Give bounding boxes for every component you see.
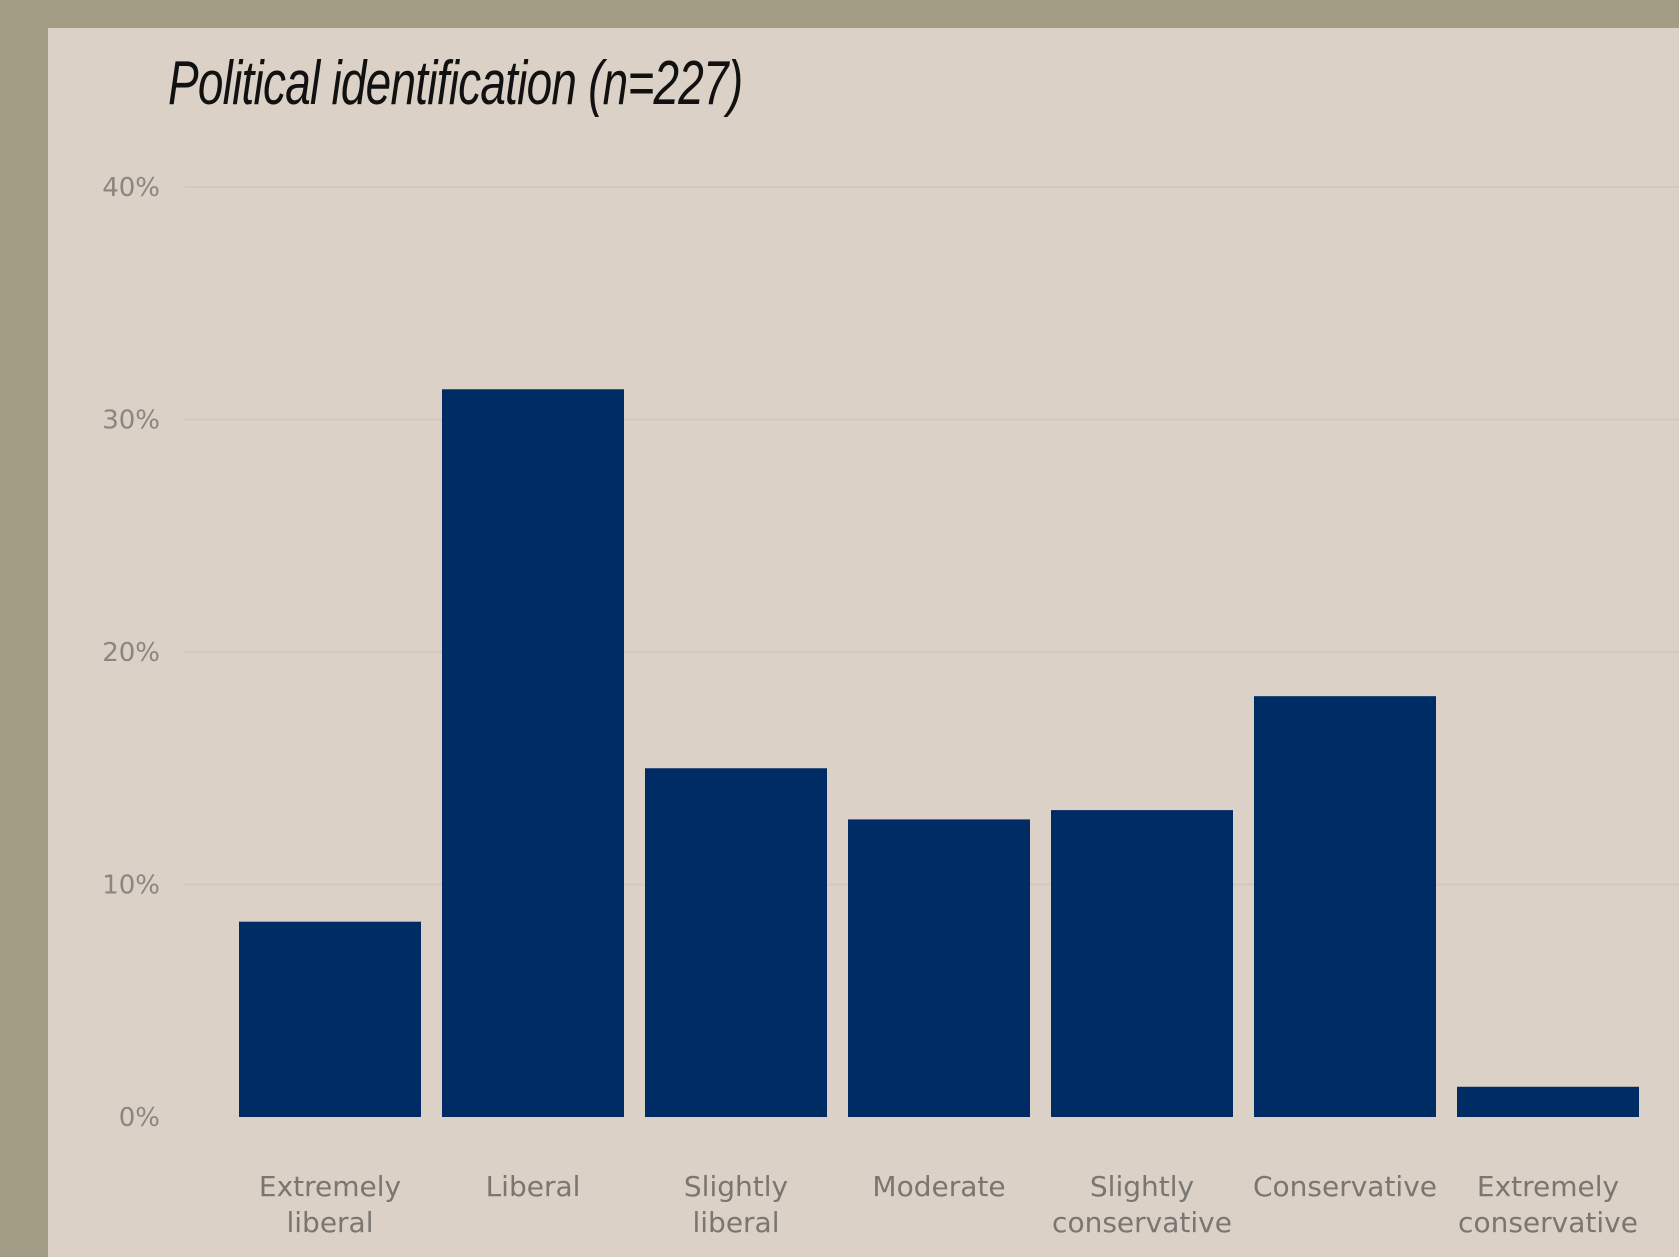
y-tick-label: 10% <box>102 871 160 901</box>
y-tick-label: 0% <box>119 1103 160 1133</box>
y-tick-label: 20% <box>102 638 160 668</box>
x-tick-label: Slightly conservative <box>1052 1170 1232 1239</box>
y-tick-label: 40% <box>102 173 160 203</box>
x-tick-label: Extremely conservative <box>1458 1170 1638 1239</box>
bar <box>848 819 1030 1117</box>
x-tick-label: Moderate <box>872 1170 1005 1203</box>
bar <box>645 768 827 1117</box>
bars <box>239 389 1639 1117</box>
x-tick-label: Liberal <box>486 1170 581 1203</box>
bar <box>239 921 421 1117</box>
x-tick-label: Slightly liberal <box>684 1170 788 1239</box>
x-tick-label: Conservative <box>1253 1170 1437 1203</box>
bar <box>442 389 624 1117</box>
x-axis-labels: Extremely liberal Liberal Slightly liberal Mo… <box>259 1170 1638 1239</box>
y-axis-ticks: 0% 10% 20% 30% 40% <box>102 173 160 1133</box>
x-tick-label: Extremely liberal <box>259 1170 401 1239</box>
gridlines <box>185 186 1679 886</box>
bar <box>1457 1086 1639 1117</box>
y-tick-label: 30% <box>102 406 160 436</box>
bar <box>1051 810 1233 1117</box>
chart-title: Political identification (n=227) <box>168 49 743 118</box>
bar <box>1254 696 1436 1117</box>
